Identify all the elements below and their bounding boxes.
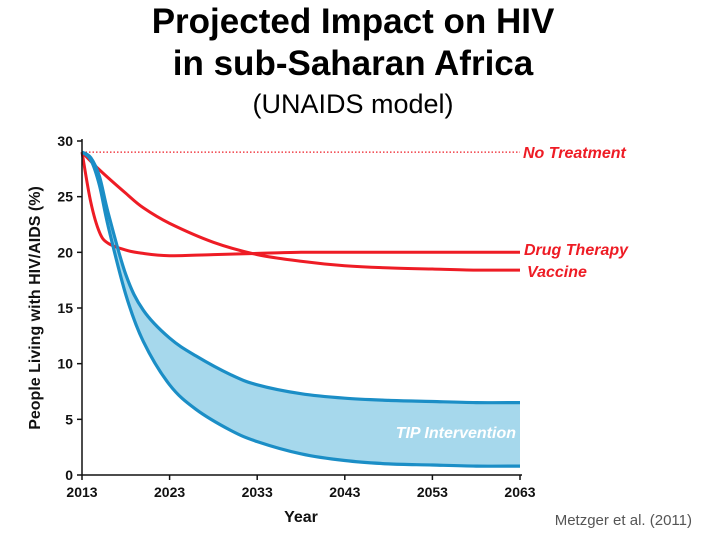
y-tick-label: 10	[57, 356, 73, 372]
vaccine-line	[80, 151, 521, 272]
tip-intervention-band	[82, 152, 520, 467]
y-tick-label: 5	[65, 411, 73, 427]
drug-therapy-label: Drug Therapy	[524, 242, 629, 259]
y-tick-label: 0	[65, 467, 73, 483]
y-tick-label: 25	[57, 189, 73, 205]
tip-intervention-label: TIP Intervention	[396, 425, 517, 442]
chart-title-line-2: in sub-Saharan Africa	[172, 44, 534, 83]
x-tick-label: 2013	[66, 484, 97, 500]
x-tick-label: 2033	[242, 484, 273, 500]
no-treatment-label: No Treatment	[523, 145, 627, 162]
drug-therapy-line	[80, 151, 520, 258]
y-tick-label: 20	[57, 244, 73, 260]
y-tick-label: 30	[57, 133, 73, 149]
tip-upper-line	[81, 150, 521, 405]
tip-lower-line	[80, 150, 521, 468]
x-tick-label: 2063	[504, 484, 535, 500]
x-tick-label: 2053	[417, 484, 448, 500]
x-tick-label: 2023	[154, 484, 185, 500]
x-tick-label: 2043	[329, 484, 360, 500]
y-axis-label: People Living with HIV/AIDS (%)	[27, 186, 44, 430]
citation: Metzger et al. (2011)	[554, 512, 692, 529]
y-tick-label: 15	[57, 300, 73, 316]
chart-title: Projected Impact on HIV	[151, 2, 555, 41]
x-axis-label: Year	[284, 509, 318, 526]
chart-subtitle: (UNAIDS model)	[252, 89, 454, 119]
vaccine-label: Vaccine	[527, 264, 587, 281]
